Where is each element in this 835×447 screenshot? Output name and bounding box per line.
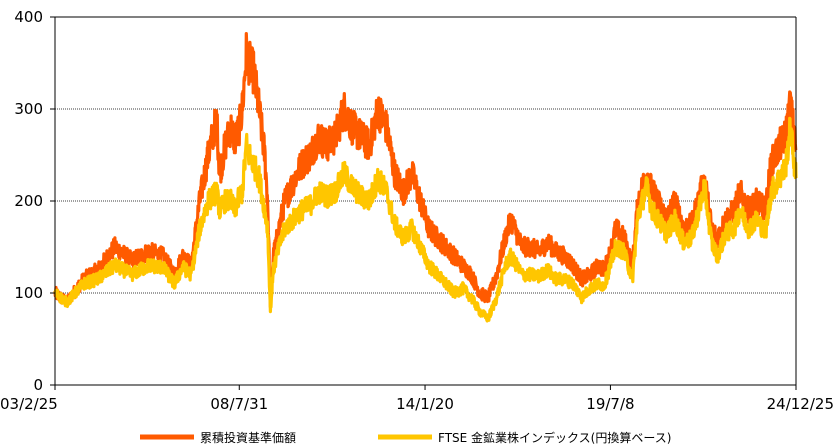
tick-labels: 0 100 200 300 400 03/2/25 08/7/31 14/1/20 19/7/8…: [0, 8, 834, 413]
x-tick-label-2: 14/1/20: [396, 395, 454, 413]
y-tick-label-400: 400: [14, 8, 43, 26]
legend-label-2: FTSE 金鉱業株インデックス(円換算ベース): [438, 430, 671, 445]
legend: 累積投資基準価額 FTSE 金鉱業株インデックス(円換算ベース): [140, 430, 671, 445]
y-tick-label-200: 200: [14, 192, 43, 210]
x-tick-label-0: 03/2/25: [0, 395, 58, 413]
series-line-1: [53, 32, 798, 309]
series-line-2: [53, 116, 798, 323]
axes: [50, 16, 797, 390]
x-tick-label-4: 24/12/25: [767, 395, 834, 413]
series-layer: [53, 32, 798, 323]
grid-lines: [55, 108, 796, 294]
y-tick-label-300: 300: [14, 100, 43, 118]
y-tick-label-0: 0: [33, 376, 43, 394]
y-tick-label-100: 100: [14, 284, 43, 302]
x-tick-label-1: 08/7/31: [210, 395, 268, 413]
x-tick-label-3: 19/7/8: [586, 395, 634, 413]
legend-label-1: 累積投資基準価額: [200, 430, 296, 445]
